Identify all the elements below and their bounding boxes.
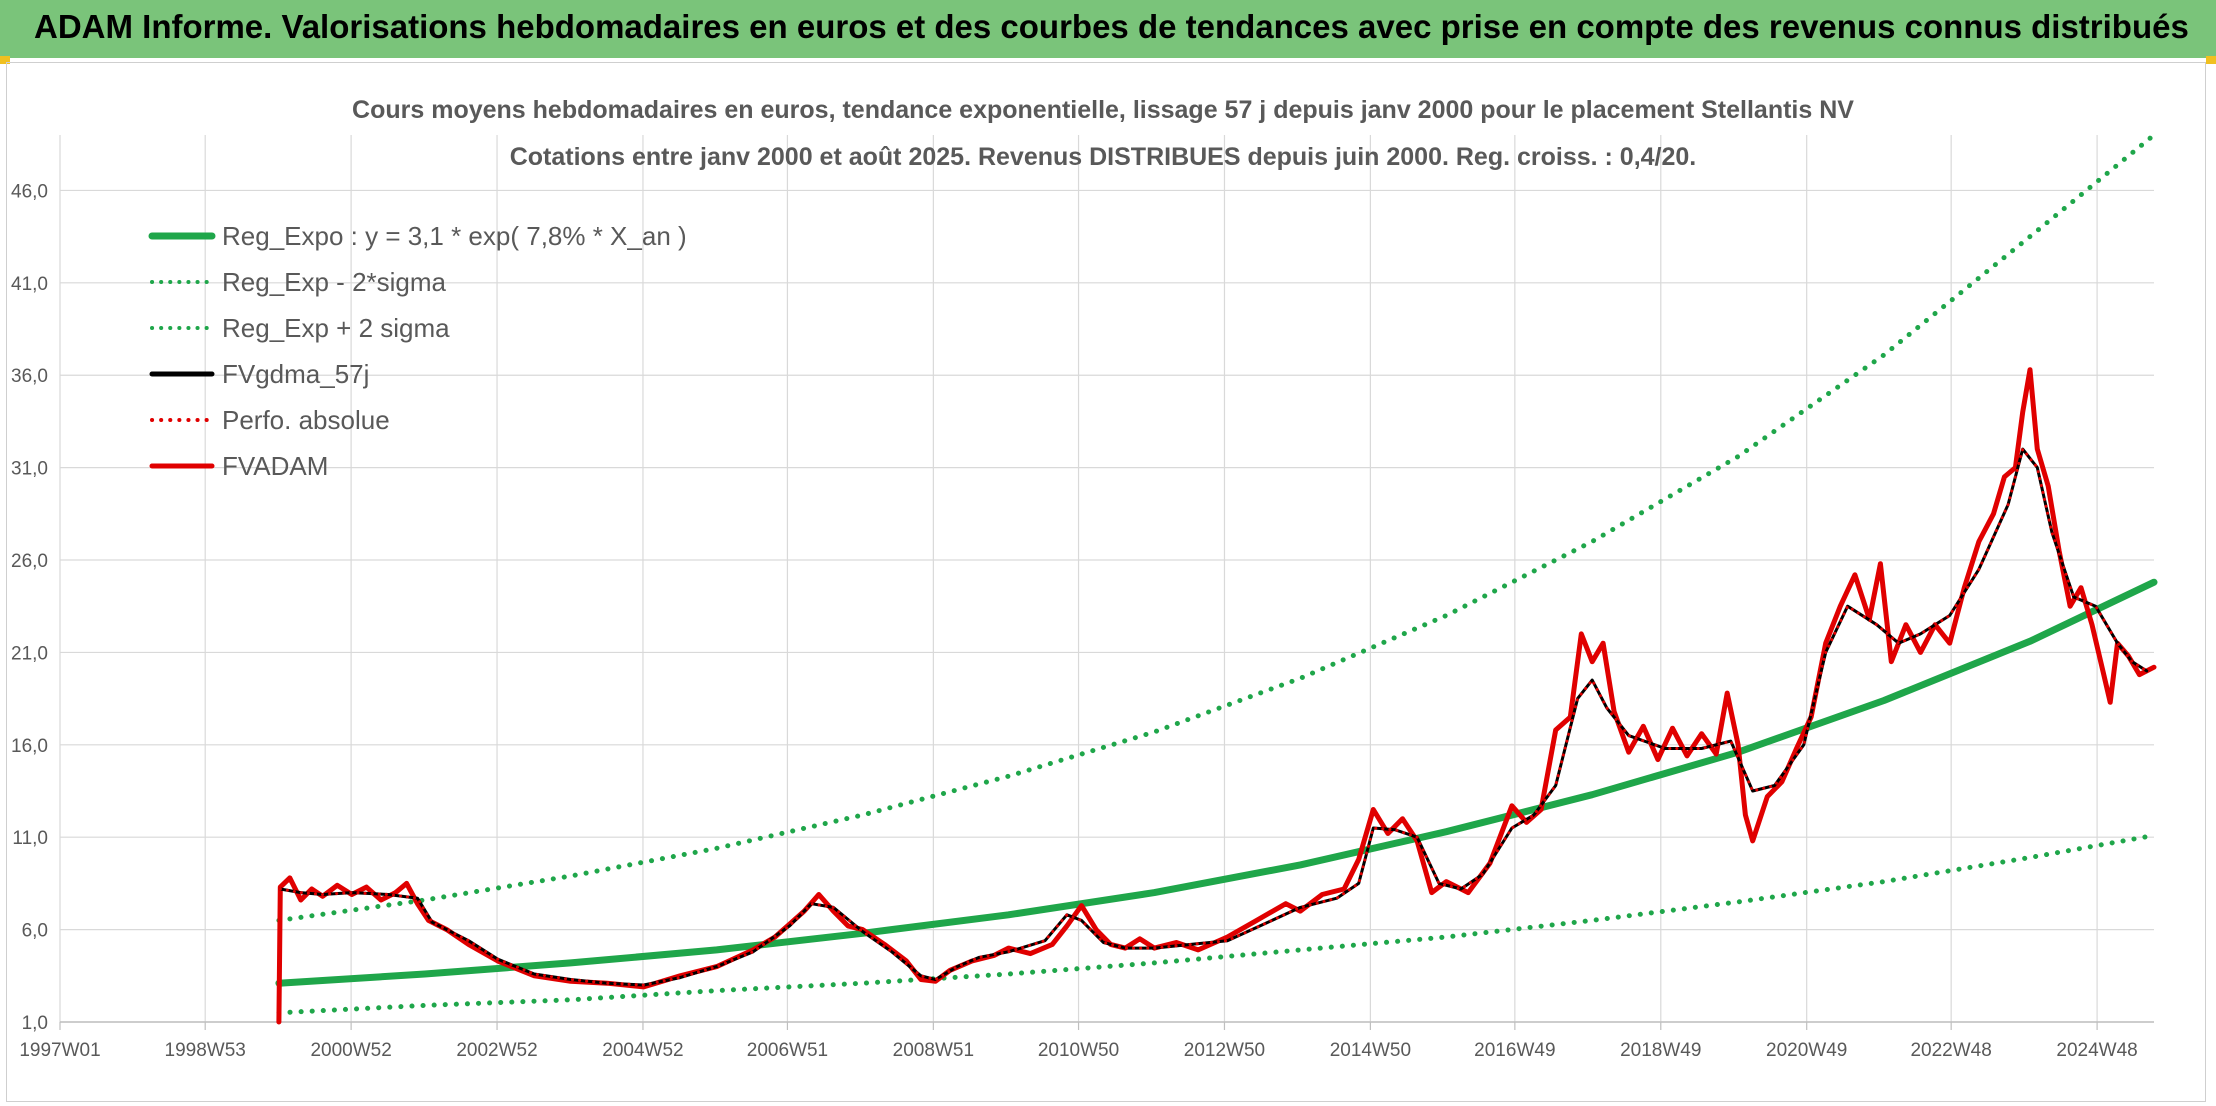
y-tick-label: 26,0: [11, 551, 48, 572]
x-tick-label: 2000W52: [310, 1040, 391, 1061]
x-tick-label: 2012W50: [1184, 1040, 1265, 1061]
legend-label-0: Reg_Expo : y = 3,1 * exp( 7,8% * X_an ): [222, 221, 687, 251]
chart-frame: [6, 62, 2206, 1102]
x-tick-label: 2022W48: [1910, 1040, 1991, 1061]
corner-mark-right: [2206, 56, 2216, 64]
x-tick-label: 2002W52: [456, 1040, 537, 1061]
y-tick-label: 6,0: [22, 921, 48, 942]
legend-label-3: FVgdma_57j: [222, 359, 369, 389]
x-tick-label: 2016W49: [1474, 1040, 1555, 1061]
chart-title: Cours moyens hebdomadaires en euros, ten…: [352, 96, 1854, 124]
x-tick-label: 2014W50: [1330, 1040, 1411, 1061]
series-line-3: [278, 447, 2149, 987]
report-title: ADAM Informe. Valorisations hebdomadaire…: [34, 8, 2189, 45]
chart-legend: Reg_Expo : y = 3,1 * exp( 7,8% * X_an ) R…: [148, 221, 687, 481]
chart-subtitle: Cotations entre janv 2000 et août 2025. …: [510, 143, 1697, 171]
y-axis-tick-labels: 1,0 6,0 11,0 16,0 21,0 26,0 31,0 36,0 41,0 46,0: [11, 181, 48, 1034]
x-tick-label: 2018W49: [1620, 1040, 1701, 1061]
legend-label-1: Reg_Exp - 2*sigma: [222, 267, 447, 297]
x-tick-label: 2020W49: [1766, 1040, 1847, 1061]
legend-label-2: Reg_Exp + 2 sigma: [222, 313, 450, 343]
y-tick-label: 21,0: [11, 643, 48, 664]
grid-lines: [59, 135, 2154, 1030]
y-tick-label: 16,0: [11, 736, 48, 757]
report-header: ADAM Informe. Valorisations hebdomadaire…: [0, 0, 2216, 58]
x-tick-label: 2008W51: [893, 1040, 974, 1061]
x-tick-label: 1998W53: [165, 1040, 246, 1061]
x-tick-label: 2006W51: [747, 1040, 828, 1061]
series-line-0: [275, 578, 2158, 987]
x-tick-label: 1997W01: [19, 1040, 100, 1061]
corner-mark-left: [0, 56, 10, 64]
y-tick-label: 46,0: [11, 181, 48, 202]
series-line-1: [276, 832, 2157, 1016]
y-tick-label: 1,0: [22, 1013, 48, 1034]
x-tick-label: 2024W48: [2056, 1040, 2137, 1061]
y-tick-label: 31,0: [11, 459, 48, 480]
x-tick-label: 2010W50: [1038, 1040, 1119, 1061]
series-lines: [275, 132, 2158, 1025]
series-line-2: [276, 132, 2157, 923]
series-line-4: [278, 445, 2149, 987]
x-tick-label: 2004W52: [602, 1040, 683, 1061]
y-tick-label: 11,0: [12, 828, 48, 849]
legend-label-4: Perfo. absolue: [222, 405, 390, 435]
legend-label-5: FVADAM: [222, 451, 328, 481]
x-axis-tick-labels: 1997W01 1998W53 2000W52 2002W52 2004W52 2006W…: [19, 1040, 2137, 1061]
y-tick-label: 41,0: [11, 274, 48, 295]
y-tick-label: 36,0: [11, 366, 48, 387]
